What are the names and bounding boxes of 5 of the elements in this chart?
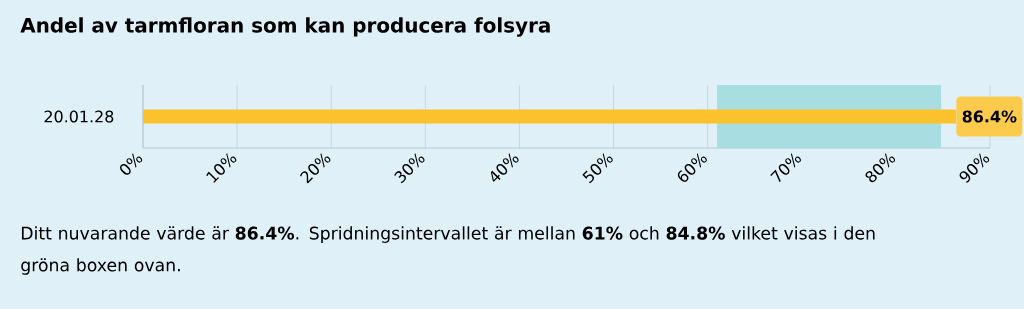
y-tick-label: 20.01.28 [44,110,114,123]
x-tick-label: 0% [120,153,143,175]
text: Ditt nuvarande värde är 86.4%. Spridningsintervallet är mellan 61% och 84.8% vilket visas i den gröna boxen ovan. [21,226,875,275]
data-label: 86.4% [962,110,1017,123]
chart-title: Andel av tarmfloran som kan producera folsyra [20,17,550,37]
